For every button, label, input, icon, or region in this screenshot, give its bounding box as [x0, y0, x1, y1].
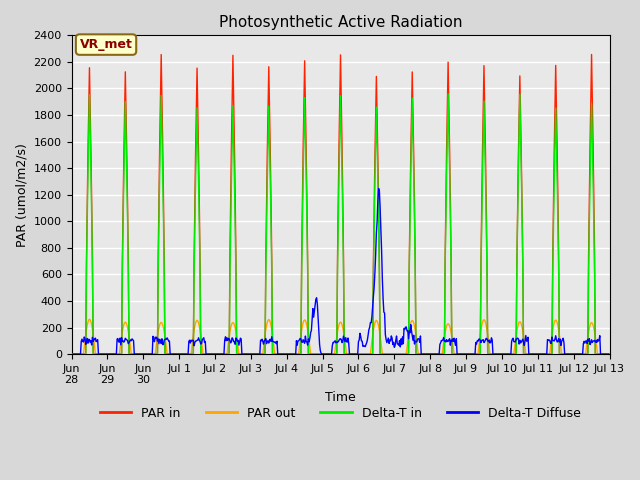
Title: Photosynthetic Active Radiation: Photosynthetic Active Radiation — [219, 15, 462, 30]
X-axis label: Time: Time — [325, 391, 356, 404]
Legend: PAR in, PAR out, Delta-T in, Delta-T Diffuse: PAR in, PAR out, Delta-T in, Delta-T Dif… — [95, 402, 586, 425]
Text: VR_met: VR_met — [79, 38, 132, 51]
Y-axis label: PAR (umol/m2/s): PAR (umol/m2/s) — [15, 143, 28, 247]
